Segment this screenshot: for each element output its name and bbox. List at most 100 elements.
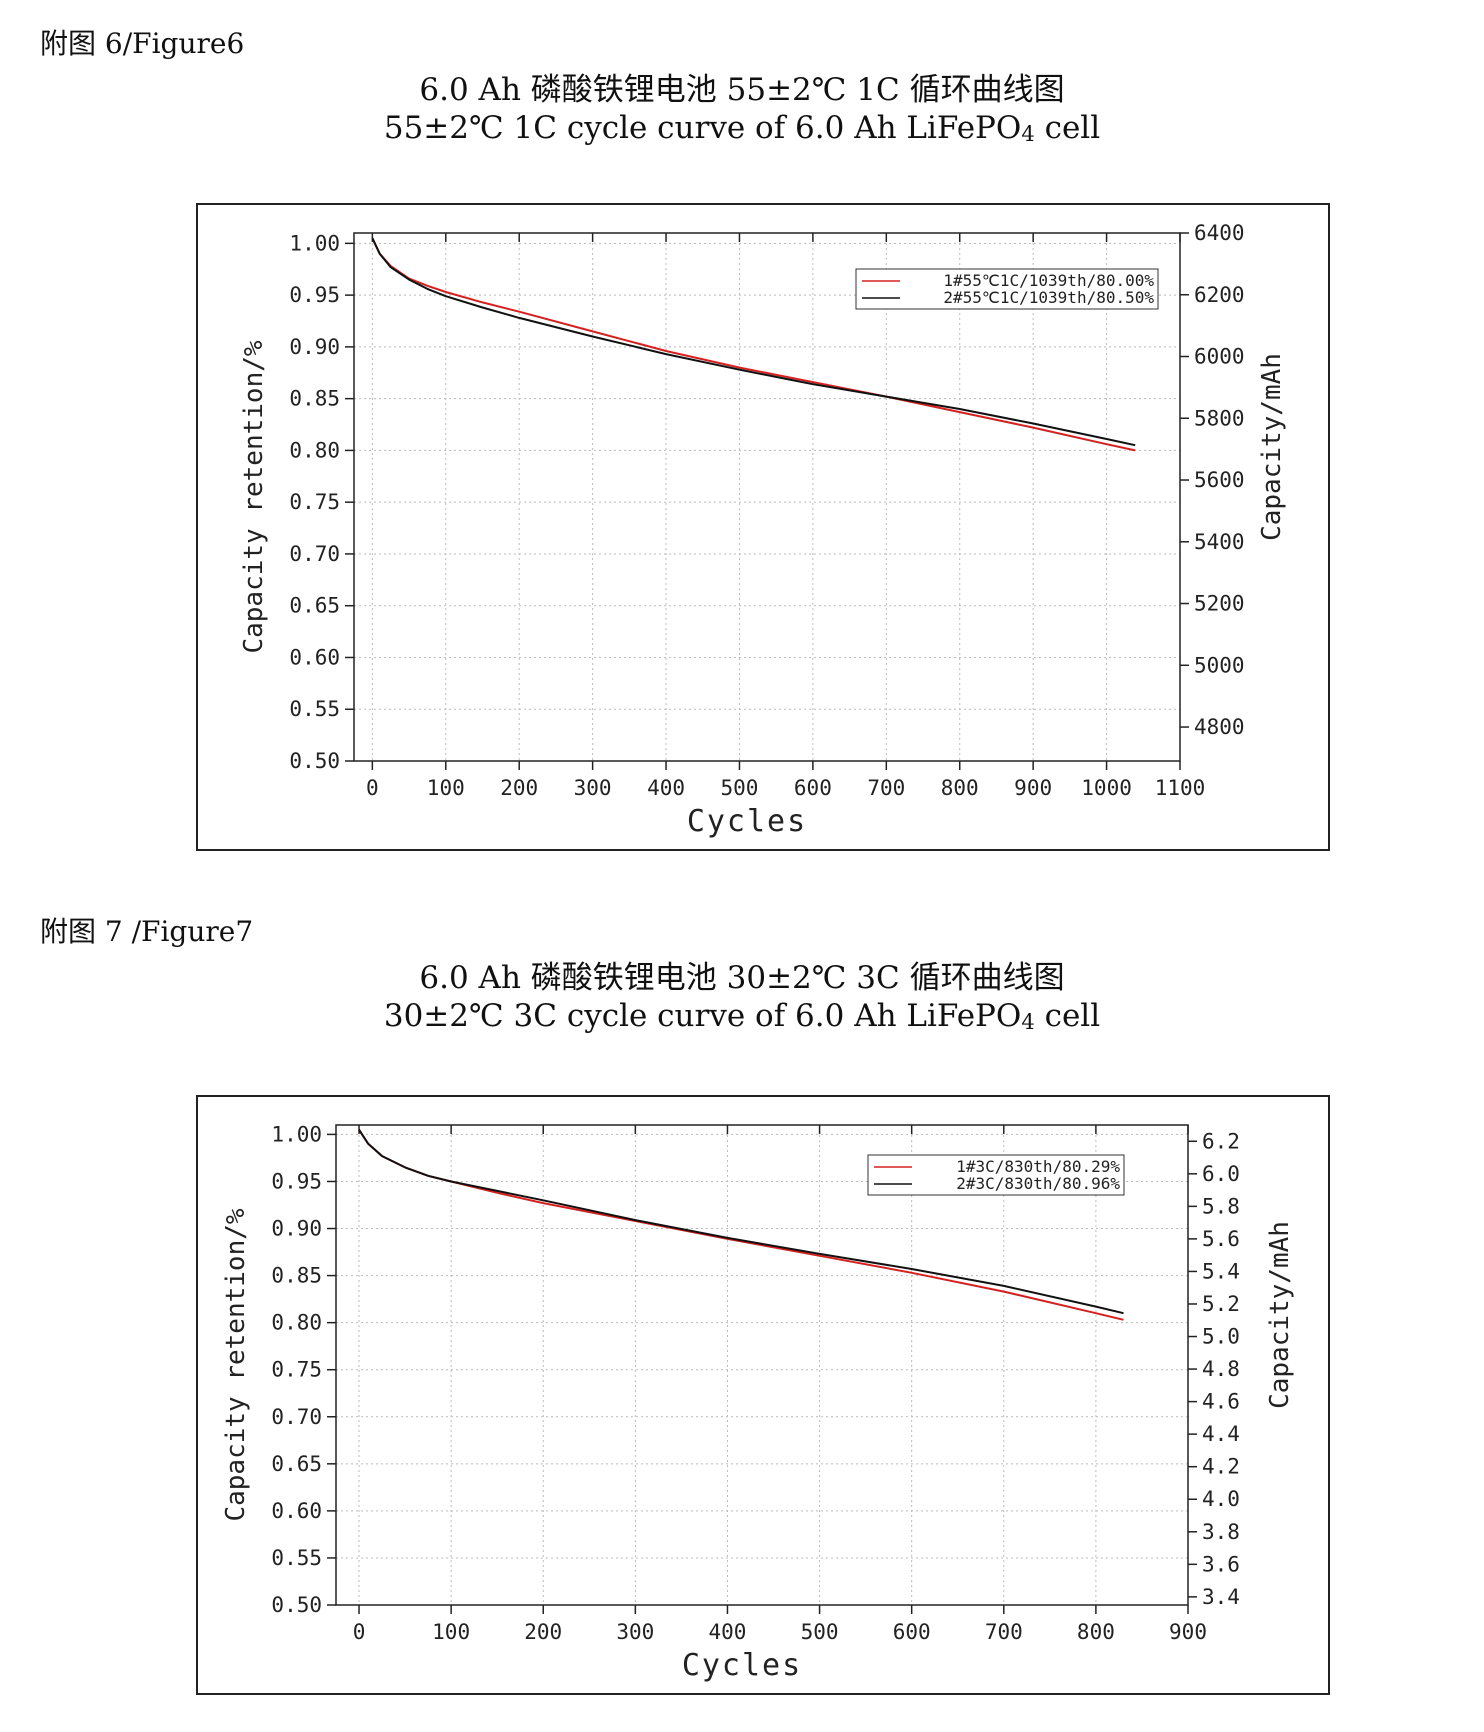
x-axis-title: Cycles [682, 1648, 802, 1683]
x-tick-label: 1100 [1155, 776, 1206, 800]
legend-entry: 1#3C/830th/80.29% [956, 1157, 1120, 1176]
x-tick-label: 200 [524, 1620, 562, 1644]
figure-label: 附图 7 /Figure7 [40, 915, 254, 948]
y-tick-label: 0.55 [289, 697, 340, 721]
y-tick-label: 0.70 [289, 542, 340, 566]
x-tick-label: 500 [720, 776, 758, 800]
y-tick-label: 0.70 [271, 1405, 322, 1429]
x-tick-label: 400 [708, 1620, 746, 1644]
y-tick-label: 0.80 [289, 438, 340, 462]
y2-tick-label: 6.0 [1202, 1162, 1240, 1186]
y2-tick-label: 3.6 [1202, 1552, 1240, 1576]
y-tick-label: 0.50 [289, 749, 340, 773]
y2-tick-label: 5.4 [1202, 1259, 1240, 1283]
y2-tick-label: 5.8 [1202, 1194, 1240, 1218]
y2-tick-label: 4.4 [1202, 1422, 1240, 1446]
chart-title-en-subscript: 4 [1021, 1009, 1035, 1035]
y-tick-label: 1.00 [271, 1122, 322, 1146]
chart-title-en: 30±2℃ 3C cycle curve of 6.0 Ah LiFePO4 c… [0, 998, 1484, 1034]
y-tick-label: 0.85 [289, 387, 340, 411]
chart-title-en-tail: cell [1034, 998, 1101, 1034]
y-tick-label: 0.95 [271, 1169, 322, 1193]
x-tick-label: 700 [985, 1620, 1023, 1644]
y-tick-label: 0.55 [271, 1546, 322, 1570]
chart-title-cn: 6.0 Ah 磷酸铁锂电池 30±2℃ 3C 循环曲线图 [419, 960, 1065, 996]
plot-area-border [335, 1124, 1189, 1606]
chart-title-en-tail: cell [1034, 110, 1101, 146]
x-tick-label: 0 [353, 1620, 366, 1644]
x-tick-label: 900 [1169, 1620, 1207, 1644]
y-tick-label: 0.90 [271, 1217, 322, 1241]
y2-tick-label: 5.2 [1202, 1292, 1240, 1316]
y-tick-label: 0.60 [271, 1499, 322, 1523]
x-tick-label: 100 [432, 1620, 470, 1644]
cycle-chart-figure6: 0 100 200 300 400 500 600 700 800 900 1000 1100 0.50… [196, 203, 1330, 851]
x-tick-label: 500 [801, 1620, 839, 1644]
legend-entry: 2#3C/830th/80.96% [956, 1174, 1120, 1193]
figure-label: 附图 6/Figure6 [40, 27, 245, 60]
y-tick-label: 0.85 [271, 1264, 322, 1288]
y2-tick-label: 5600 [1194, 468, 1245, 492]
y2-axis-title: Capacity/mAh [1257, 353, 1287, 541]
x-tick-label: 300 [574, 776, 612, 800]
series-line-2 [371, 237, 1136, 447]
x-tick-label: 200 [500, 776, 538, 800]
y2-tick-label: 5000 [1194, 653, 1245, 677]
y2-tick-label: 4.8 [1202, 1357, 1240, 1381]
chart-frame [196, 203, 1330, 851]
y2-tick-label: 6000 [1194, 345, 1245, 369]
y2-tick-label: 4800 [1194, 715, 1245, 739]
y-tick-label: 0.75 [289, 490, 340, 514]
y-axis-title: Capacity retention/% [221, 1208, 251, 1521]
y2-tick-label: 5400 [1194, 530, 1245, 554]
x-tick-label: 1000 [1081, 776, 1132, 800]
plot-area-border [353, 232, 1181, 762]
y2-tick-label: 4.0 [1202, 1487, 1240, 1511]
chart-title-cn: 6.0 Ah 磷酸铁锂电池 55±2℃ 1C 循环曲线图 [419, 72, 1065, 108]
x-tick-label: 700 [867, 776, 905, 800]
x-tick-label: 800 [941, 776, 979, 800]
y-axis-title: Capacity retention/% [239, 340, 269, 653]
y2-axis-title: Capacity/mAh [1265, 1221, 1295, 1409]
y-tick-label: 0.95 [289, 283, 340, 307]
y-tick-label: 1.00 [289, 231, 340, 255]
y-tick-label: 0.50 [271, 1593, 322, 1617]
y-tick-label: 0.80 [271, 1311, 322, 1335]
x-tick-label: 800 [1077, 1620, 1115, 1644]
legend-entry: 1#55℃1C/1039th/80.00% [943, 271, 1154, 290]
y2-tick-label: 5200 [1194, 592, 1245, 616]
x-tick-label: 600 [794, 776, 832, 800]
x-tick-label: 100 [427, 776, 465, 800]
chart-title-en: 55±2℃ 1C cycle curve of 6.0 Ah LiFePO4 c… [0, 110, 1484, 146]
y-tick-label: 0.90 [289, 335, 340, 359]
x-tick-label: 400 [647, 776, 685, 800]
x-tick-label: 600 [893, 1620, 931, 1644]
y2-tick-label: 5.0 [1202, 1325, 1240, 1349]
y2-tick-label: 3.4 [1202, 1585, 1240, 1609]
cycle-chart-figure7: 0 100 200 300 400 500 600 700 800 900 0.50 0.55 0.60… [196, 1095, 1330, 1695]
y-tick-label: 0.65 [271, 1452, 322, 1476]
y2-tick-label: 4.6 [1202, 1390, 1240, 1414]
y2-tick-label: 5800 [1194, 406, 1245, 430]
chart-frame [196, 1095, 1330, 1695]
y2-tick-label: 5.6 [1202, 1227, 1240, 1251]
legend-box [867, 1154, 1125, 1196]
y2-tick-label: 3.8 [1202, 1520, 1240, 1544]
y-tick-label: 0.75 [271, 1358, 322, 1382]
x-tick-label: 300 [616, 1620, 654, 1644]
y2-tick-label: 4.2 [1202, 1455, 1240, 1479]
series-line-2 [358, 1129, 1124, 1315]
legend-entry: 2#55℃1C/1039th/80.50% [943, 288, 1154, 307]
chart-title-en-main: 30±2℃ 3C cycle curve of 6.0 Ah LiFePO [383, 998, 1022, 1034]
y-tick-label: 0.60 [289, 645, 340, 669]
x-axis-title: Cycles [687, 804, 807, 839]
y2-tick-label: 6200 [1194, 283, 1245, 307]
y-tick-label: 0.65 [289, 594, 340, 618]
chart-title-en-main: 55±2℃ 1C cycle curve of 6.0 Ah LiFePO [383, 110, 1022, 146]
legend-box [855, 268, 1159, 310]
chart-title-en-subscript: 4 [1021, 121, 1035, 147]
x-tick-label: 900 [1014, 776, 1052, 800]
x-tick-label: 0 [366, 776, 379, 800]
y2-tick-label: 6.2 [1202, 1129, 1240, 1153]
y2-tick-label: 6400 [1194, 221, 1245, 245]
